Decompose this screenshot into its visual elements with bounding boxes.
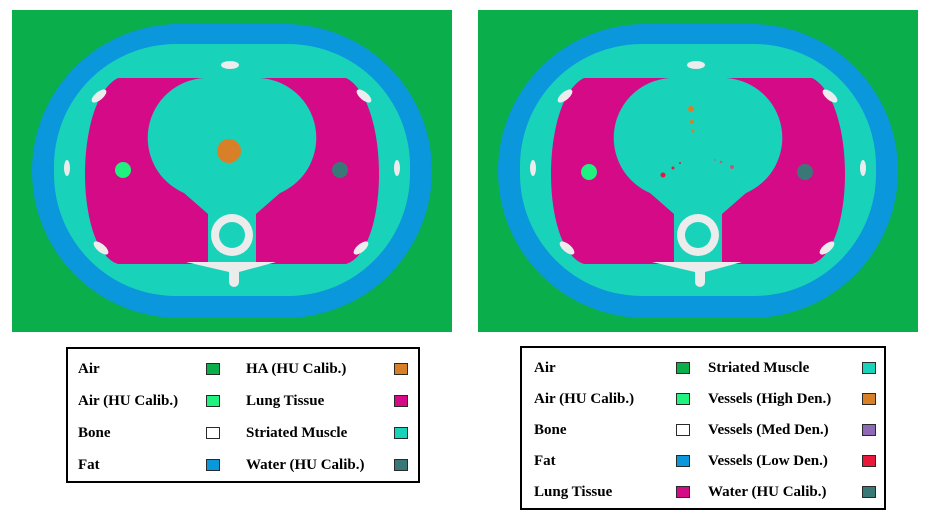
- legend-item-ha-hu-calib: HA (HU Calib.): [244, 359, 414, 379]
- vessel-med-density: [719, 160, 723, 164]
- legend-label: Air: [78, 361, 100, 377]
- mediastinum: [635, 83, 761, 209]
- vessel-med-density: [730, 165, 734, 169]
- legend-label: Water (HU Calib.): [246, 457, 365, 473]
- vessel-high-density: [691, 129, 695, 133]
- legend-swatch: [206, 363, 220, 375]
- legend-swatch: [676, 393, 690, 405]
- legend-item-air: Air: [532, 358, 702, 378]
- vessel-low-density: [671, 166, 675, 170]
- phantom-panel-left: [12, 10, 452, 332]
- legend-swatch: [206, 395, 220, 407]
- rib: [394, 160, 400, 176]
- legend-swatch: [394, 395, 408, 407]
- vertebra-process: [652, 262, 742, 287]
- legend-item-lung-tissue: Lung Tissue: [244, 391, 414, 411]
- spinal-canal: [219, 222, 245, 248]
- legend-item-vessels-low-den: Vessels (Low Den.): [706, 451, 882, 471]
- vessel-med-density: [714, 159, 716, 161]
- legend-label: Fat: [78, 457, 100, 473]
- legend-label: Striated Muscle: [246, 425, 348, 441]
- water-hu-calib-insert: [797, 164, 813, 180]
- legend-label: Vessels (Med Den.): [708, 422, 829, 438]
- legend-item-lung-tissue: Lung Tissue: [532, 482, 702, 502]
- vessel-low-density: [679, 162, 681, 164]
- legend-item-air-hu-calib: Air (HU Calib.): [532, 389, 702, 409]
- legend-label: HA (HU Calib.): [246, 361, 347, 377]
- legend-label: Air: [534, 360, 556, 376]
- legend-label: Vessels (Low Den.): [708, 453, 828, 469]
- legend-right: Air Air (HU Calib.) Bone Fat Lung Tissue…: [520, 346, 886, 510]
- vessel-high-density: [690, 120, 694, 124]
- legend-item-bone: Bone: [76, 423, 236, 443]
- rib: [530, 160, 536, 176]
- phantom-image-right: [478, 10, 918, 332]
- air-hu-calib-insert: [581, 164, 597, 180]
- sternum: [221, 61, 239, 69]
- legend-swatch: [862, 393, 876, 405]
- legend-label: Bone: [78, 425, 111, 441]
- vessel-high-density: [688, 106, 694, 112]
- legend-item-bone: Bone: [532, 420, 702, 440]
- sternum: [687, 61, 705, 69]
- legend-swatch: [862, 486, 876, 498]
- legend-label: Lung Tissue: [246, 393, 325, 409]
- rib: [860, 160, 866, 176]
- legend-swatch: [676, 424, 690, 436]
- legend-label: Lung Tissue: [534, 484, 613, 500]
- vertebra-process: [186, 262, 276, 287]
- rib: [64, 160, 70, 176]
- lung-left: [551, 78, 674, 264]
- legend-label: Air (HU Calib.): [534, 391, 635, 407]
- legend-swatch: [206, 459, 220, 471]
- legend-swatch: [676, 362, 690, 374]
- rib: [819, 241, 835, 255]
- rib: [353, 241, 369, 255]
- legend-item-striated-muscle: Striated Muscle: [244, 423, 414, 443]
- legend-swatch: [394, 427, 408, 439]
- legend-label: Striated Muscle: [708, 360, 810, 376]
- legend-label: Water (HU Calib.): [708, 484, 827, 500]
- air-hu-calib-insert: [115, 162, 131, 178]
- lung-left: [85, 78, 208, 264]
- rib: [557, 89, 573, 103]
- legend-item-water-hu-calib: Water (HU Calib.): [706, 482, 882, 502]
- legend-swatch: [862, 455, 876, 467]
- legend-label: Fat: [534, 453, 556, 469]
- rib: [822, 89, 838, 103]
- legend-item-vessels-high-den: Vessels (High Den.): [706, 389, 882, 409]
- vessel-low-density: [660, 172, 666, 178]
- water-hu-calib-insert: [332, 162, 348, 178]
- legend-swatch: [206, 427, 220, 439]
- legend-item-air: Air: [76, 359, 236, 379]
- legend-swatch: [862, 424, 876, 436]
- phantom-panel-right: [478, 10, 918, 332]
- legend-item-fat: Fat: [532, 451, 702, 471]
- legend-item-vessels-med-den: Vessels (Med Den.): [706, 420, 882, 440]
- lung-right: [722, 78, 845, 264]
- legend-label: Air (HU Calib.): [78, 393, 179, 409]
- legend-swatch: [394, 363, 408, 375]
- rib: [356, 89, 372, 103]
- rib: [559, 241, 575, 255]
- legend-left: Air Air (HU Calib.) Bone Fat HA (HU Cali…: [66, 347, 420, 483]
- legend-label: Bone: [534, 422, 567, 438]
- legend-swatch: [862, 362, 876, 374]
- legend-swatch: [676, 486, 690, 498]
- rib: [91, 89, 107, 103]
- legend-swatch: [676, 455, 690, 467]
- rib: [93, 241, 109, 255]
- ha-hu-calib-insert: [217, 139, 241, 163]
- legend-label: Vessels (High Den.): [708, 391, 832, 407]
- phantom-image-left: [12, 10, 452, 332]
- spinal-canal: [685, 222, 711, 248]
- legend-item-fat: Fat: [76, 455, 236, 475]
- lung-right: [256, 78, 379, 264]
- legend-item-striated-muscle: Striated Muscle: [706, 358, 882, 378]
- legend-swatch: [394, 459, 408, 471]
- legend-item-air-hu-calib: Air (HU Calib.): [76, 391, 236, 411]
- legend-item-water-hu-calib: Water (HU Calib.): [244, 455, 414, 475]
